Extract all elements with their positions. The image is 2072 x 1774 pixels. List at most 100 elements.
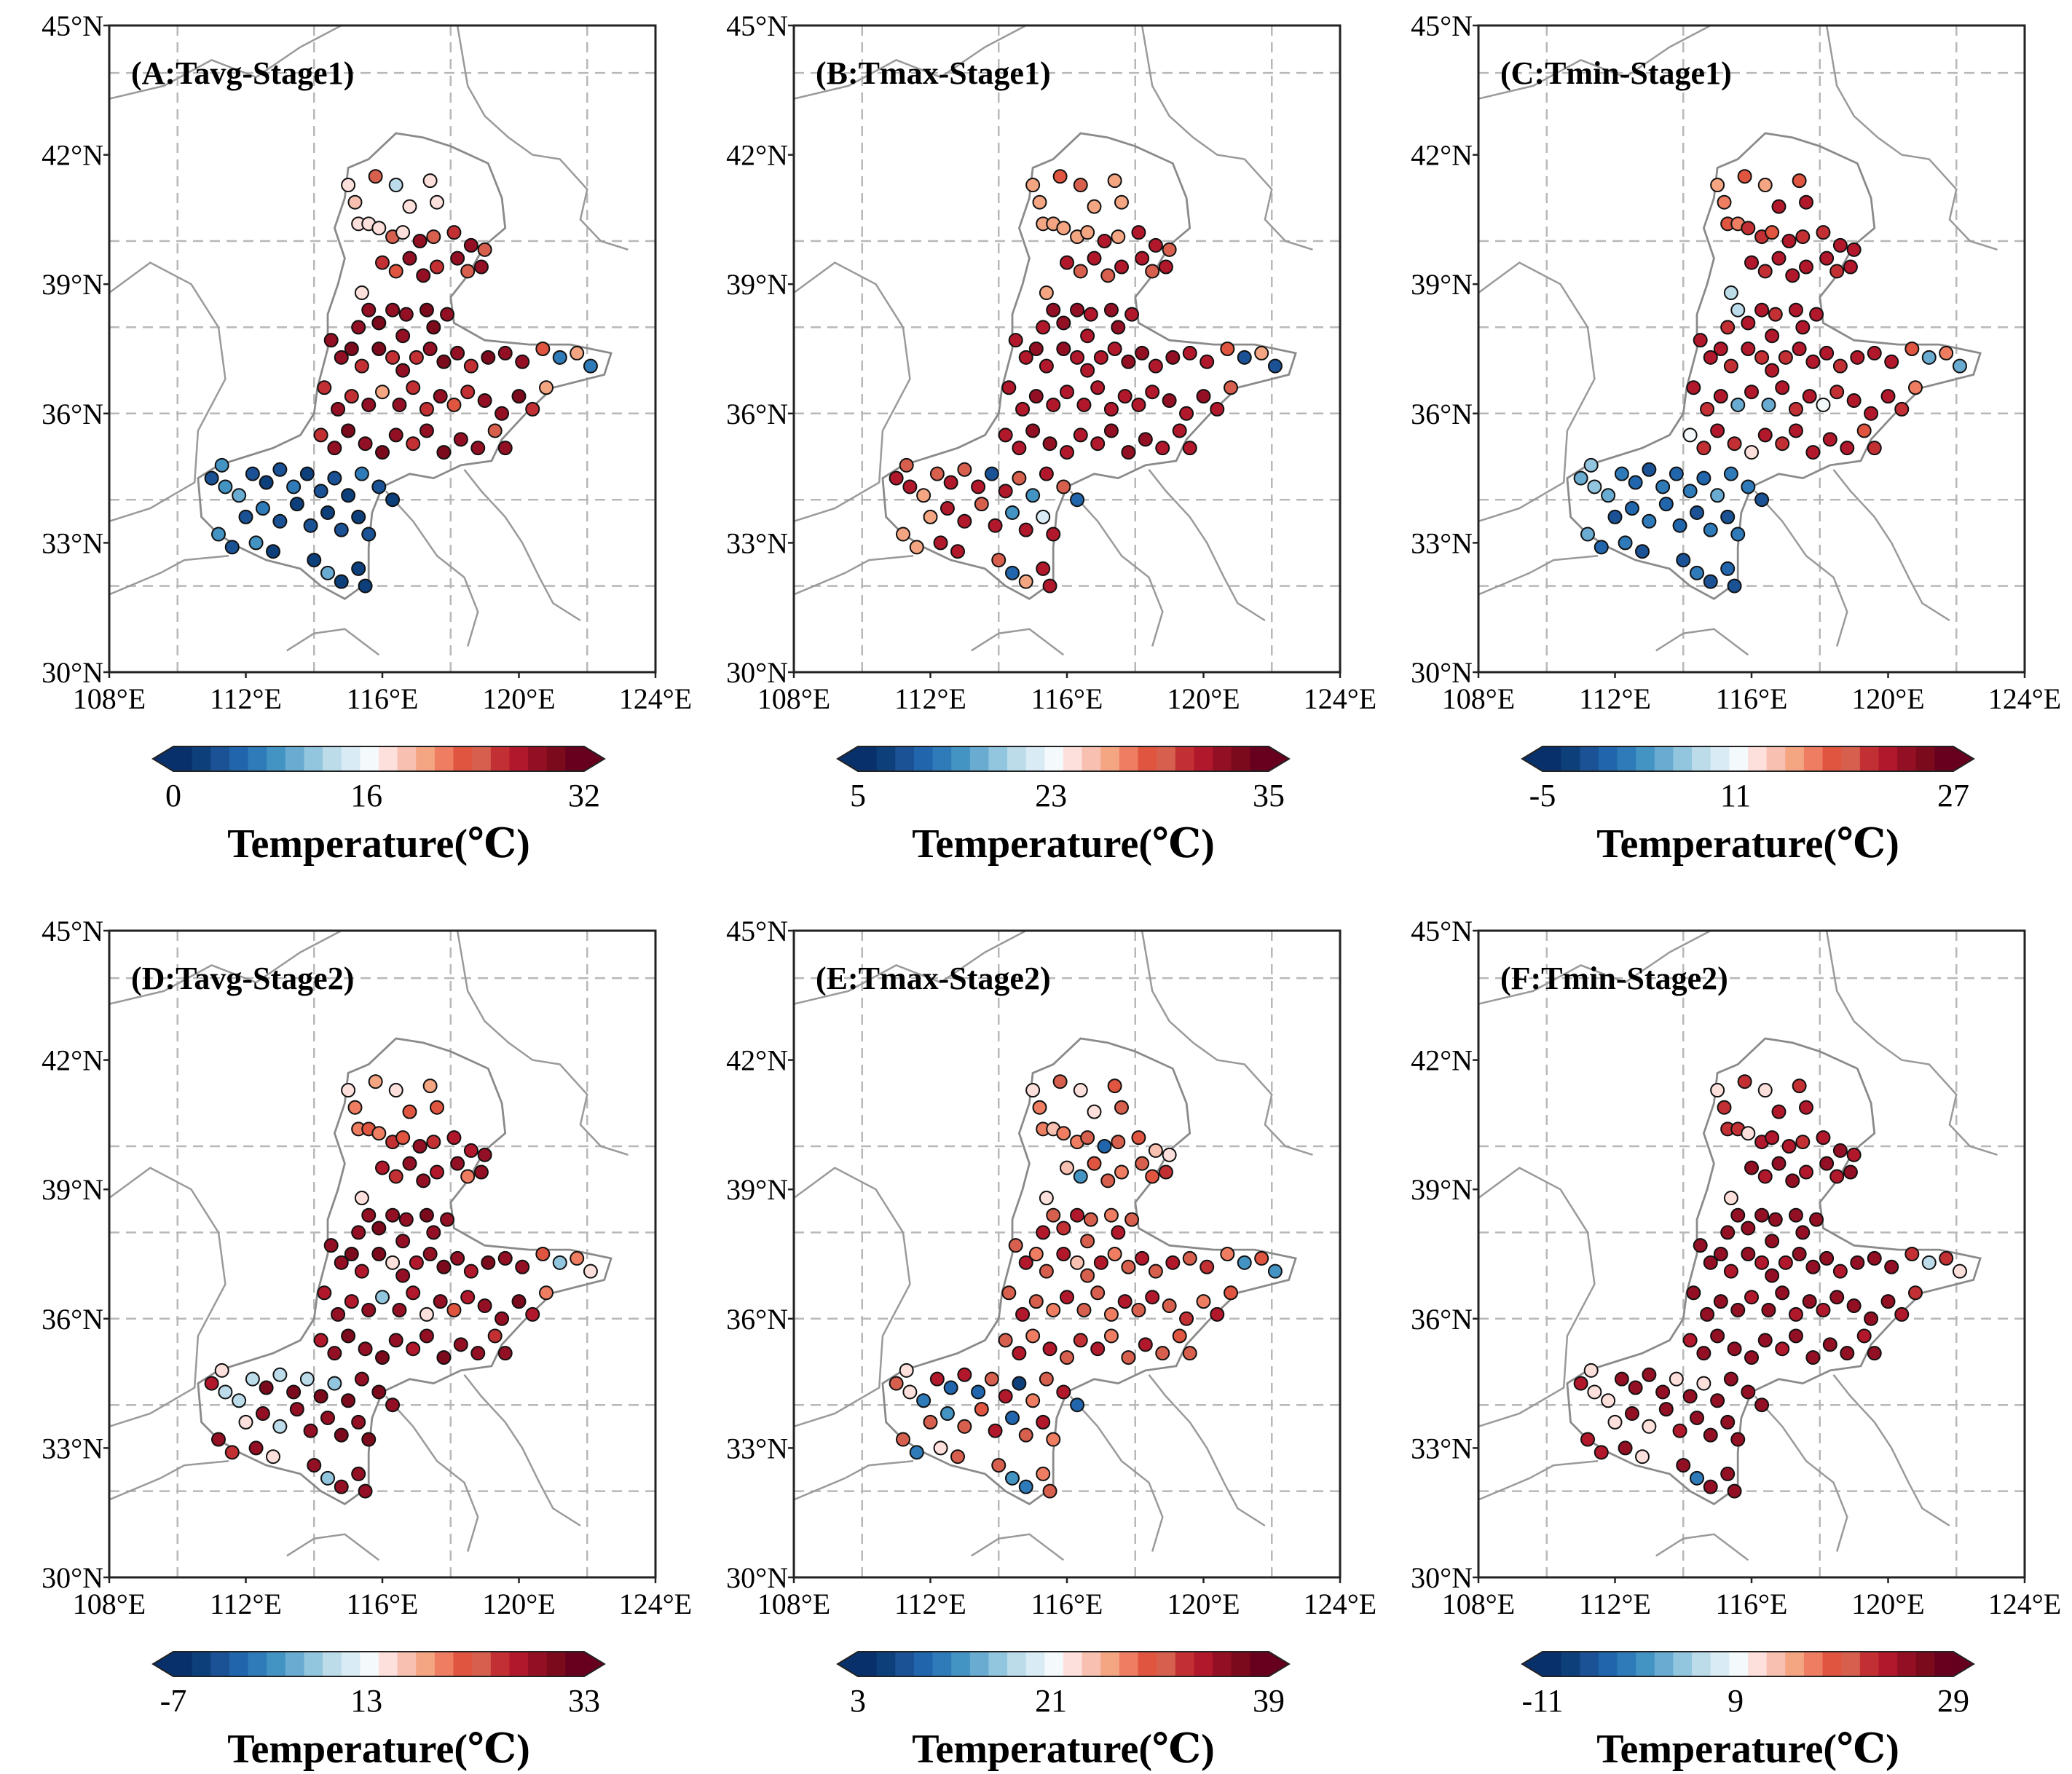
station-point <box>1179 1311 1194 1326</box>
station-point <box>1676 1458 1691 1473</box>
station-point <box>371 1247 387 1261</box>
station-point <box>515 354 530 369</box>
station-point <box>1145 1169 1160 1184</box>
station-point <box>1805 354 1821 369</box>
station-point <box>344 1294 359 1309</box>
x-tick-label: 124°E <box>1304 1588 1376 1620</box>
y-tick-label: 33°N <box>1411 527 1473 559</box>
station-point <box>1757 264 1773 279</box>
station-point <box>1056 1247 1071 1261</box>
station-point <box>334 574 349 589</box>
y-tick-label: 30°N <box>726 1561 788 1594</box>
station-point <box>1001 380 1017 395</box>
colorbar-tick: 27 <box>1937 778 1969 813</box>
station-point <box>430 1100 444 1115</box>
station-point <box>1103 1328 1119 1344</box>
station-point <box>1107 173 1122 189</box>
station-point <box>998 484 1013 499</box>
station-point <box>433 1294 448 1309</box>
station-point <box>1087 1104 1102 1119</box>
station-point <box>1775 1341 1790 1357</box>
station-point <box>1080 1268 1095 1283</box>
station-point <box>436 1350 452 1365</box>
station-point <box>1080 1234 1095 1249</box>
station-point <box>1080 363 1095 378</box>
y-tick-label: 42°N <box>726 139 788 172</box>
station-point <box>1124 1212 1140 1227</box>
station-point <box>929 1371 945 1387</box>
station-point <box>1792 1079 1807 1094</box>
station-point <box>419 1328 434 1344</box>
station-point <box>1032 194 1047 210</box>
station-point <box>450 1250 465 1266</box>
station-point <box>1939 1250 1954 1266</box>
x-tick-label: 112°E <box>1579 682 1651 715</box>
station-point <box>1669 466 1684 481</box>
station-point <box>1642 1419 1657 1434</box>
boundary-line <box>286 628 380 656</box>
y-tick-label: 45°N <box>42 915 103 947</box>
colorbar-tick: 5 <box>850 778 866 813</box>
station-point <box>1682 1389 1698 1404</box>
station-point <box>1908 380 1923 395</box>
station-point <box>419 401 434 417</box>
colorbar <box>836 1651 1291 1677</box>
colorbar-tick: -5 <box>1529 778 1556 813</box>
station-point <box>1200 1259 1215 1274</box>
station-point <box>375 1290 390 1305</box>
colorbar <box>151 746 606 772</box>
station-point <box>1012 441 1027 456</box>
station-point <box>446 225 462 240</box>
station-point <box>1720 320 1736 335</box>
station-point <box>368 169 383 184</box>
station-point <box>896 527 910 542</box>
station-point <box>1696 441 1711 456</box>
station-point <box>1816 225 1831 240</box>
boundary-line <box>385 490 479 647</box>
station-point <box>1765 328 1780 344</box>
station-point <box>1819 1156 1835 1171</box>
station-point <box>361 1432 377 1447</box>
station-point <box>1795 229 1811 245</box>
station-point <box>388 1333 403 1348</box>
station-point <box>419 302 434 318</box>
station-point <box>1655 1384 1671 1400</box>
boundary-line <box>109 1167 226 1427</box>
station-point <box>1819 345 1835 360</box>
panel-title: (C:Tmin-Stage1) <box>1500 55 1732 91</box>
x-tick-label: 112°E <box>894 1588 966 1620</box>
station-point <box>1700 1306 1715 1322</box>
station-point <box>1056 342 1071 356</box>
station-point <box>971 479 986 494</box>
station-point <box>552 350 567 365</box>
station-point <box>453 432 468 447</box>
station-point <box>334 1479 349 1494</box>
station-point <box>388 178 403 193</box>
colorbar-tick: 29 <box>1937 1683 1969 1719</box>
boundary-line <box>1655 1533 1749 1561</box>
station-point <box>344 389 359 404</box>
station-point <box>385 302 401 318</box>
station-point <box>450 1156 465 1171</box>
station-point <box>1846 242 1862 257</box>
station-point <box>1036 320 1051 335</box>
station-point <box>583 1264 598 1279</box>
station-point <box>1114 259 1129 275</box>
station-point <box>1703 350 1718 365</box>
station-point <box>460 385 476 400</box>
station-point <box>1103 302 1119 318</box>
station-point <box>1805 445 1821 460</box>
station-point <box>426 320 441 335</box>
station-point <box>1070 1397 1085 1413</box>
station-point <box>388 1169 403 1184</box>
colorbar-tick: 0 <box>165 778 181 813</box>
station-point <box>385 1207 401 1223</box>
station-point <box>1832 358 1848 374</box>
station-point <box>1757 1083 1773 1098</box>
station-point <box>1162 393 1177 409</box>
y-tick-label: 33°N <box>1411 1432 1473 1464</box>
station-point <box>1012 1376 1027 1391</box>
station-point <box>902 1384 918 1400</box>
station-point <box>388 427 403 443</box>
station-point <box>224 1445 240 1460</box>
